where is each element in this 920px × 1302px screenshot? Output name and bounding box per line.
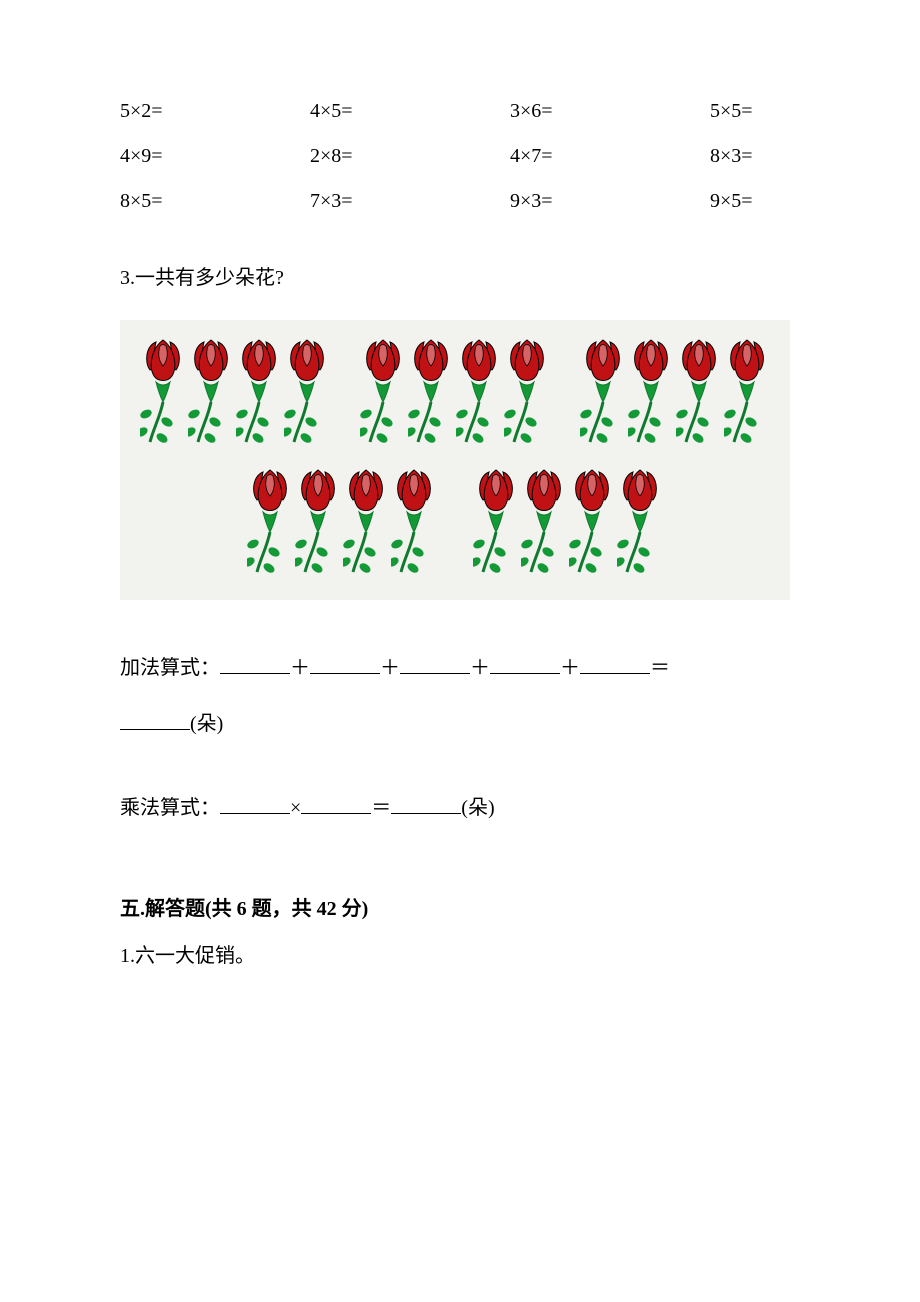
flower-row-2 [140, 462, 770, 582]
eq-cell: 9×5= [710, 190, 830, 213]
blank[interactable] [220, 798, 290, 814]
flower-illustration [120, 320, 790, 600]
equation-grid: 5×2= 4×5= 3×6= 5×5= 4×9= 2×8= 4×7= 8×3= … [120, 100, 800, 213]
rose-icon [408, 332, 454, 452]
eq-cell: 5×2= [120, 100, 310, 123]
equals-op: ＝ [650, 657, 670, 679]
blank[interactable] [220, 658, 290, 674]
multiplication-expression: 乘法算式： × ＝ (朵) [120, 780, 800, 836]
plus-op: ＋ [560, 657, 580, 679]
rose-icon [521, 462, 567, 582]
rose-icon [724, 332, 770, 452]
blank[interactable] [490, 658, 560, 674]
rose-icon [580, 332, 626, 452]
question-5-1: 1.六一大促销。 [120, 939, 800, 968]
blank[interactable] [310, 658, 380, 674]
rose-icon [343, 462, 389, 582]
rose-icon [617, 462, 663, 582]
blank[interactable] [580, 658, 650, 674]
rose-icon [391, 462, 437, 582]
addition-result-line: (朵) [120, 696, 800, 752]
rose-icon [360, 332, 406, 452]
flower-group [473, 462, 663, 582]
eq-cell: 7×3= [310, 190, 510, 213]
flower-group [247, 462, 437, 582]
worksheet-page: 5×2= 4×5= 3×6= 5×5= 4×9= 2×8= 4×7= 8×3= … [0, 0, 920, 1028]
equals-op: ＝ [371, 797, 391, 819]
multiplication-label: 乘法算式： [120, 797, 220, 819]
rose-icon [456, 332, 502, 452]
eq-cell: 2×8= [310, 145, 510, 168]
blank[interactable] [391, 798, 461, 814]
flower-row-1 [140, 332, 770, 452]
blank[interactable] [301, 798, 371, 814]
rose-icon [284, 332, 330, 452]
rose-icon [569, 462, 615, 582]
eq-cell: 8×3= [710, 145, 830, 168]
unit-label: (朵) [461, 797, 494, 819]
flower-group [360, 332, 550, 452]
rose-icon [247, 462, 293, 582]
rose-icon [676, 332, 722, 452]
eq-cell: 4×7= [510, 145, 710, 168]
rose-icon [236, 332, 282, 452]
addition-label: 加法算式： [120, 657, 220, 679]
rose-icon [628, 332, 674, 452]
times-op: × [290, 797, 301, 819]
rose-icon [473, 462, 519, 582]
eq-cell: 9×3= [510, 190, 710, 213]
eq-cell: 4×9= [120, 145, 310, 168]
addition-expression: 加法算式： ＋ ＋ ＋ ＋ ＝ [120, 640, 800, 696]
section-5-title: 五.解答题(共 6 题，共 42 分) [120, 892, 800, 921]
plus-op: ＋ [380, 657, 400, 679]
eq-cell: 8×5= [120, 190, 310, 213]
rose-icon [295, 462, 341, 582]
rose-icon [188, 332, 234, 452]
rose-icon [504, 332, 550, 452]
plus-op: ＋ [290, 657, 310, 679]
plus-op: ＋ [470, 657, 490, 679]
blank[interactable] [400, 658, 470, 674]
eq-cell: 5×5= [710, 100, 830, 123]
eq-cell: 4×5= [310, 100, 510, 123]
rose-icon [140, 332, 186, 452]
flower-group [580, 332, 770, 452]
flower-group [140, 332, 330, 452]
eq-cell: 3×6= [510, 100, 710, 123]
question-3-title: 3.一共有多少朵花? [120, 261, 800, 290]
blank[interactable] [120, 714, 190, 730]
unit-label: (朵) [190, 713, 223, 735]
